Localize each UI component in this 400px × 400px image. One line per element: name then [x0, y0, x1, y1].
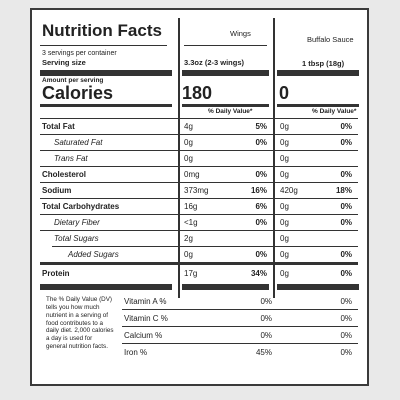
nutrient-sauce-amount: 0g — [280, 154, 289, 163]
column-divider-sauce — [273, 18, 275, 298]
rule — [277, 70, 359, 76]
footnote: The % Daily Value (DV) tells you how muc… — [46, 296, 114, 351]
nutrient-wings-amount: 4g — [184, 122, 193, 131]
rule — [52, 246, 358, 247]
nutrient-wings-amount: <1g — [184, 218, 198, 227]
nutrient-wings-dv: 0% — [255, 218, 267, 227]
nutrient-sauce-amount: 0g — [280, 202, 289, 211]
nutrient-sauce-dv: 0% — [340, 269, 352, 278]
nutrient-sauce-dv: 0% — [340, 250, 352, 259]
nutrient-wings-amount: 16g — [184, 202, 198, 211]
nutrient-label: Total Fat — [42, 122, 75, 131]
column-header-sauce: Buffalo Sauce — [307, 35, 354, 44]
rule — [182, 104, 269, 107]
nutrient-wings-dv: 34% — [250, 269, 267, 278]
nutrient-label: Dietary Fiber — [54, 218, 100, 227]
rule — [40, 134, 358, 135]
nutrition-facts-label: Nutrition Facts Wings Buffalo Sauce 3 se… — [30, 8, 369, 386]
nutrient-sauce-dv: 0% — [340, 138, 352, 147]
label-title: Nutrition Facts — [42, 21, 162, 40]
nutrient-sauce-amount: 0g — [280, 138, 289, 147]
calories-wings: 180 — [182, 83, 213, 103]
column-divider-wings — [178, 18, 180, 298]
column-header-wings: Wings — [230, 29, 251, 38]
rule — [184, 45, 267, 46]
rule — [277, 104, 359, 107]
rule — [122, 343, 358, 344]
nutrient-wings-dv: 6% — [255, 202, 267, 211]
nutrient-sauce-dv: 0% — [340, 218, 352, 227]
nutrient-wings-dv: 5% — [255, 122, 267, 131]
vitamin-wings: 0% — [260, 331, 272, 340]
nutrient-sauce-dv: 18% — [335, 186, 352, 195]
nutrient-label: Total Carbohydrates — [42, 202, 120, 211]
serving-size-wings: 3.3oz (2-3 wings) — [184, 58, 245, 67]
nutrient-wings-dv: 0% — [255, 138, 267, 147]
nutrient-sauce-amount: 0g — [280, 269, 289, 278]
rule — [40, 118, 358, 119]
rule — [40, 284, 172, 290]
serving-size-label: Serving size — [42, 58, 86, 67]
nutrient-label: Trans Fat — [54, 154, 88, 163]
nutrient-wings-dv: 0% — [255, 250, 267, 259]
rule — [40, 45, 167, 46]
nutrient-wings-amount: 0mg — [184, 170, 200, 179]
nutrient-wings-amount: 0g — [184, 138, 193, 147]
rule — [277, 284, 359, 290]
rule — [182, 284, 269, 290]
nutrient-wings-amount: 2g — [184, 234, 193, 243]
vitamin-label: Calcium % — [124, 331, 163, 340]
vitamin-label: Vitamin C % — [124, 314, 168, 323]
nutrient-sauce-amount: 0g — [280, 234, 289, 243]
vitamin-sauce: 0% — [340, 314, 352, 323]
rule — [40, 198, 358, 199]
nutrient-label: Cholesterol — [42, 170, 87, 179]
nutrient-label: Protein — [42, 269, 70, 278]
rule — [40, 230, 358, 231]
nutrient-wings-amount: 373mg — [184, 186, 209, 195]
nutrient-sauce-dv: 0% — [340, 170, 352, 179]
nutrient-wings-amount: 0g — [184, 250, 193, 259]
rule — [40, 214, 358, 215]
nutrient-wings-amount: 17g — [184, 269, 198, 278]
vitamin-label: Vitamin A % — [124, 297, 167, 306]
nutrient-wings-amount: 0g — [184, 154, 193, 163]
vitamin-wings: 0% — [260, 314, 272, 323]
nutrient-label: Total Sugars — [54, 234, 99, 243]
rule — [40, 182, 358, 183]
rule — [122, 309, 358, 310]
rule — [40, 70, 172, 76]
amount-per-serving: Amount per serving — [42, 77, 104, 84]
nutrient-label: Saturated Fat — [54, 138, 103, 147]
nutrient-sauce-amount: 0g — [280, 218, 289, 227]
vitamin-sauce: 0% — [340, 331, 352, 340]
nutrient-sauce-dv: 0% — [340, 202, 352, 211]
vitamin-sauce: 0% — [340, 297, 352, 306]
nutrient-label: Sodium — [42, 186, 72, 195]
servings-per-container: 3 servings per container — [42, 50, 117, 57]
nutrient-label: Added Sugars — [68, 250, 119, 259]
rule — [122, 326, 358, 327]
nutrient-wings-dv: 16% — [250, 186, 267, 195]
rule — [182, 70, 269, 76]
rule — [40, 104, 172, 107]
nutrient-wings-dv: 0% — [255, 170, 267, 179]
rule — [40, 166, 358, 167]
rule — [40, 262, 358, 265]
nutrient-sauce-amount: 0g — [280, 170, 289, 179]
nutrient-sauce-amount: 0g — [280, 250, 289, 259]
dv-header-sauce: % Daily Value* — [312, 108, 357, 115]
vitamin-sauce: 0% — [340, 348, 352, 357]
dv-header-wings: % Daily Value* — [208, 108, 253, 115]
vitamin-wings: 0% — [260, 297, 272, 306]
vitamin-label: Iron % — [124, 348, 148, 357]
nutrient-sauce-amount: 0g — [280, 122, 289, 131]
nutrient-sauce-amount: 420g — [280, 186, 298, 195]
rule — [40, 150, 358, 151]
serving-size-sauce: 1 tbsp (18g) — [302, 59, 345, 68]
vitamin-wings: 45% — [255, 348, 272, 357]
nutrient-sauce-dv: 0% — [340, 122, 352, 131]
calories-sauce: 0 — [279, 83, 290, 103]
calories-label: Calories — [42, 83, 114, 103]
